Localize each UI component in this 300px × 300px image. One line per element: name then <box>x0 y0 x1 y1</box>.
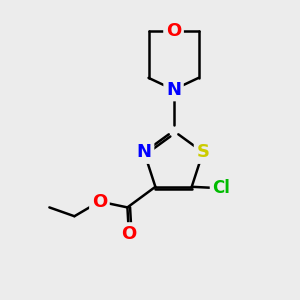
Text: Cl: Cl <box>212 179 230 197</box>
Text: S: S <box>196 143 209 161</box>
Text: O: O <box>92 193 107 211</box>
Text: N: N <box>166 81 181 99</box>
Text: O: O <box>121 225 136 243</box>
Text: N: N <box>137 143 152 161</box>
Text: O: O <box>166 22 181 40</box>
